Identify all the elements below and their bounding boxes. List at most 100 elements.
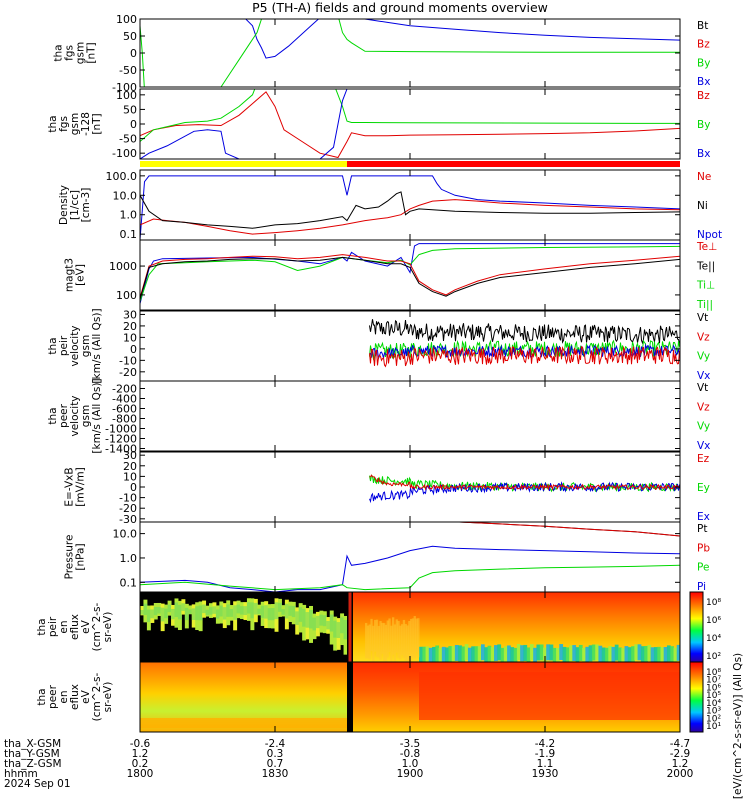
ytick-label: -10: [119, 492, 137, 505]
ytick-label: 20: [123, 460, 137, 473]
xaxis-tick-value: -4.2: [535, 738, 556, 750]
xaxis-tick-value: 2000: [667, 768, 694, 780]
legend-By: By: [697, 57, 710, 69]
ytick-label: 50: [123, 103, 137, 116]
legend-Ey: Ey: [697, 482, 710, 494]
xaxis-tick-value: 1830: [262, 768, 289, 780]
xaxis-tick-value: 1.2: [132, 748, 149, 760]
panel-temperature: 1000 100 magt3[eV] Te⊥ Te|| Ti⊥ Ti||: [64, 239, 717, 311]
legend-Vz: Vz: [697, 331, 710, 343]
ytick-label: -100: [112, 147, 137, 160]
panel-fgs_gsm: 100 50 0 -50 -100 thafgsgsm[nT] Bt Bz By Bx: [53, 13, 711, 94]
legend-Pi: Pi: [697, 581, 706, 593]
series-Te⊥-temperature: [140, 254, 680, 298]
panel-frame: [139, 88, 681, 160]
series-Ey-efield: [369, 474, 680, 493]
ytick-label: 20: [123, 320, 137, 333]
mode-bar-segment: [140, 161, 347, 167]
series-Vt-peir_velocity: [369, 319, 680, 345]
xaxis-tick-value: -2.4: [265, 738, 286, 750]
legend-Bz: Bz: [697, 90, 710, 102]
xaxis-row-label: tha_Z-GSM: [4, 758, 62, 770]
xaxis-tick-value: -0.6: [130, 738, 151, 750]
ytick-label: 100: [116, 89, 137, 102]
colorbar-tick: 10⁸: [706, 668, 721, 678]
colorbar-tick: 10⁷: [706, 676, 721, 686]
chart-title: P5 (TH-A) fields and ground moments over…: [252, 0, 548, 15]
xaxis-tick-value: -1.9: [535, 748, 556, 760]
series-Vx-peir_velocity: [369, 343, 680, 361]
colorbar-tick: 10³: [706, 707, 721, 717]
panel-pressure: 10.0 1.0 0.1 Pressure[nPa] Pt Pb Pe Pi: [64, 521, 710, 593]
colorbar-label: [eV/(cm^2-s-sr-eV)] (All Qs): [732, 653, 744, 799]
xaxis-tick-value: 1.1: [537, 758, 554, 770]
ytick-label: 0.1: [120, 576, 138, 589]
ylabel-peer_spectrogram: thapeerenefluxeV(cm^2-s-sr-eV): [36, 672, 114, 721]
ytick-label: -400: [112, 393, 137, 406]
series-By-fgs_gsm_128: [140, 89, 680, 142]
ytick-label: 10: [123, 331, 137, 344]
legend-Vx: Vx: [697, 370, 710, 382]
ytick-label: -1000: [105, 423, 137, 436]
legend-Vy: Vy: [697, 421, 710, 433]
ylabel-temperature: magt3[eV]: [64, 258, 87, 292]
ylabel-peir_spectrogram: thapeirenefluxeV(cm^2-s-sr-eV): [36, 602, 114, 651]
ytick-label: -50: [119, 64, 137, 77]
legend-Bt: Bt: [697, 20, 708, 32]
legend-Bz: Bz: [697, 39, 710, 51]
ytick-label: 0: [130, 343, 137, 356]
legend-Ti⊥: Ti⊥: [696, 280, 715, 292]
ylabel-peer_velocity: thapeervelocitygsm[km/s (All Qs)]: [47, 378, 103, 453]
xaxis-tick-value: -2.9: [670, 748, 691, 760]
series-By-fgs_gsm: [140, 19, 680, 87]
ytick-label: 10.0: [113, 528, 138, 541]
colorbar-tick: 10²: [706, 714, 721, 724]
ytick-label: 10.0: [113, 189, 138, 202]
legend-Bx: Bx: [697, 148, 710, 160]
xaxis-tick-value: -4.7: [670, 738, 691, 750]
legend-Ne: Ne: [697, 171, 711, 183]
ytick-label: -200: [112, 383, 137, 396]
ytick-label: 1000: [109, 260, 137, 273]
ytick-label: 30: [123, 449, 137, 462]
series-Bx-fgs_gsm_128: [140, 89, 348, 159]
ytick-label: -100: [112, 81, 137, 94]
xaxis-row-label: tha_X-GSM: [4, 738, 61, 750]
ytick-label: 50: [123, 30, 137, 43]
legend-Te||: Te||: [696, 260, 715, 272]
ylabel-peir_velocity: thapeirvelocitygsm[km/s (All Qs)]: [47, 308, 103, 383]
colorbar-tick: 10⁶: [706, 683, 721, 693]
legend-Vz: Vz: [697, 401, 710, 413]
panel-peer_velocity: -200-400-600-800-1000-1200-1400thapeerve…: [47, 378, 710, 455]
colorbar-tick: 10²: [706, 652, 721, 662]
mode-bar-segment: [347, 161, 680, 167]
series-Ti||-temperature: [140, 245, 680, 302]
ylabel-density: Density[1/cc][cm-3]: [58, 185, 92, 225]
ytick-label: 100.0: [106, 170, 138, 183]
series-Bx-fgs_gsm: [245, 19, 680, 59]
series-Ez-efield: [369, 474, 680, 491]
colorbar-tick: 10⁶: [706, 616, 721, 626]
series-Vz-peir_velocity: [369, 345, 680, 368]
peir_spectrogram-image: [140, 592, 680, 662]
ytick-label: 0.1: [120, 228, 138, 241]
xaxis-tick-value: 1.0: [402, 758, 419, 770]
peer_spectrogram-image: [140, 662, 680, 732]
xaxis-tick-value: 1.2: [672, 758, 689, 770]
ytick-label: 1.0: [120, 209, 138, 222]
ylabel-fgs_gsm: thafgsgsm[nT]: [53, 42, 98, 64]
colorbar-peir_spectrogram: [689, 591, 704, 663]
series-Ex-efield: [369, 481, 680, 504]
ytick-label: -30: [119, 513, 137, 526]
ytick-label: 100: [116, 13, 137, 26]
mode-bar: [140, 161, 680, 167]
xaxis-tick-value: 0.3: [267, 748, 284, 760]
colorbar-tick: 10⁴: [706, 634, 721, 644]
ytick-label: 30: [123, 308, 137, 321]
legend-Ez: Ez: [697, 453, 710, 465]
legend-Ex: Ex: [697, 511, 710, 523]
ytick-label: -10: [119, 354, 137, 367]
